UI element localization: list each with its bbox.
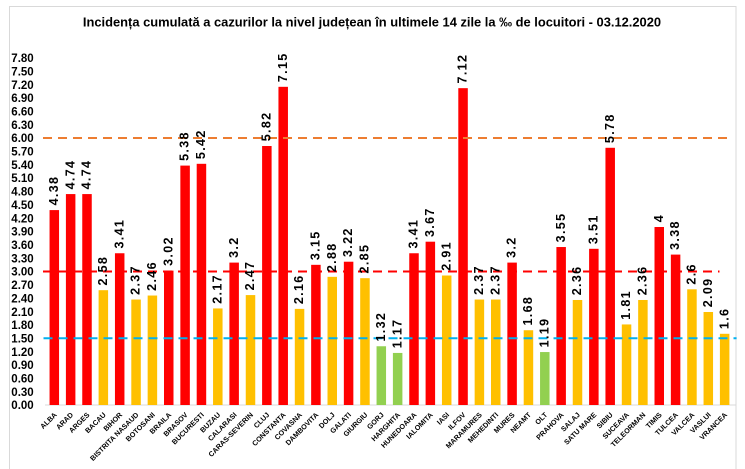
svg-text:2.85: 2.85: [358, 244, 372, 274]
svg-text:3.38: 3.38: [668, 220, 682, 250]
svg-text:6.00: 6.00: [11, 133, 33, 145]
svg-text:6.60: 6.60: [11, 107, 33, 119]
svg-text:3.60: 3.60: [11, 240, 33, 252]
svg-text:0.30: 0.30: [11, 387, 33, 399]
svg-text:2.46: 2.46: [145, 261, 159, 291]
svg-text:2.36: 2.36: [636, 266, 650, 296]
svg-text:2.17: 2.17: [210, 274, 224, 304]
svg-text:1.80: 1.80: [11, 320, 33, 332]
svg-text:2.37: 2.37: [472, 265, 486, 295]
svg-text:6.30: 6.30: [11, 120, 33, 132]
svg-text:7.12: 7.12: [456, 54, 470, 84]
svg-text:3.2: 3.2: [227, 236, 241, 257]
svg-text:3.30: 3.30: [11, 253, 33, 265]
svg-text:3.67: 3.67: [423, 207, 437, 237]
svg-text:1.50: 1.50: [11, 333, 33, 345]
svg-text:6.90: 6.90: [11, 93, 33, 105]
svg-text:7.80: 7.80: [11, 53, 33, 65]
svg-text:3.41: 3.41: [407, 219, 421, 249]
svg-text:2.6: 2.6: [685, 263, 699, 284]
svg-text:3.02: 3.02: [161, 236, 175, 266]
svg-text:2.58: 2.58: [96, 256, 110, 286]
svg-text:2.37: 2.37: [129, 265, 143, 295]
svg-text:0.00: 0.00: [11, 400, 33, 412]
svg-text:4.38: 4.38: [47, 176, 61, 206]
svg-text:3.51: 3.51: [586, 214, 600, 244]
svg-text:2.88: 2.88: [325, 242, 339, 272]
svg-text:4.74: 4.74: [80, 160, 94, 190]
svg-text:1.32: 1.32: [374, 312, 388, 342]
svg-text:7.50: 7.50: [11, 67, 33, 79]
svg-text:4: 4: [652, 214, 666, 222]
svg-text:4.80: 4.80: [11, 187, 33, 199]
svg-text:2.91: 2.91: [439, 241, 453, 271]
svg-text:2.09: 2.09: [701, 278, 715, 308]
svg-text:0.60: 0.60: [11, 374, 33, 386]
svg-text:5.40: 5.40: [11, 160, 33, 172]
svg-text:2.40: 2.40: [11, 293, 33, 305]
svg-text:4.74: 4.74: [63, 160, 77, 190]
svg-text:3.22: 3.22: [341, 227, 355, 257]
svg-text:2.10: 2.10: [11, 307, 33, 319]
svg-text:1.81: 1.81: [619, 290, 633, 320]
svg-text:1.6: 1.6: [717, 308, 731, 329]
svg-text:Incidența cumulată a cazurilor: Incidența cumulată a cazurilor la nivel …: [83, 14, 661, 29]
svg-text:4.50: 4.50: [11, 200, 33, 212]
svg-text:7.20: 7.20: [11, 80, 33, 92]
svg-text:3.55: 3.55: [554, 213, 568, 243]
svg-text:3.90: 3.90: [11, 227, 33, 239]
svg-text:1.17: 1.17: [390, 319, 404, 349]
svg-text:2.37: 2.37: [488, 265, 502, 295]
svg-text:1.68: 1.68: [521, 296, 535, 326]
svg-text:3.15: 3.15: [309, 230, 323, 260]
svg-text:5.82: 5.82: [259, 112, 273, 142]
svg-text:4.20: 4.20: [11, 213, 33, 225]
svg-text:5.42: 5.42: [194, 129, 208, 159]
svg-text:3.00: 3.00: [11, 267, 33, 279]
svg-text:1.20: 1.20: [11, 347, 33, 359]
svg-text:5.10: 5.10: [11, 173, 33, 185]
svg-text:0.90: 0.90: [11, 360, 33, 372]
svg-text:1.19: 1.19: [537, 318, 551, 348]
svg-text:7.15: 7.15: [276, 52, 290, 82]
svg-text:5.70: 5.70: [11, 147, 33, 159]
svg-text:2.36: 2.36: [570, 266, 584, 296]
svg-text:5.38: 5.38: [178, 131, 192, 161]
svg-text:3.2: 3.2: [505, 236, 519, 257]
svg-text:2.47: 2.47: [243, 261, 257, 291]
svg-text:5.78: 5.78: [603, 113, 617, 143]
svg-text:3.41: 3.41: [112, 219, 126, 249]
svg-text:2.70: 2.70: [11, 280, 33, 292]
svg-text:2.16: 2.16: [292, 274, 306, 304]
